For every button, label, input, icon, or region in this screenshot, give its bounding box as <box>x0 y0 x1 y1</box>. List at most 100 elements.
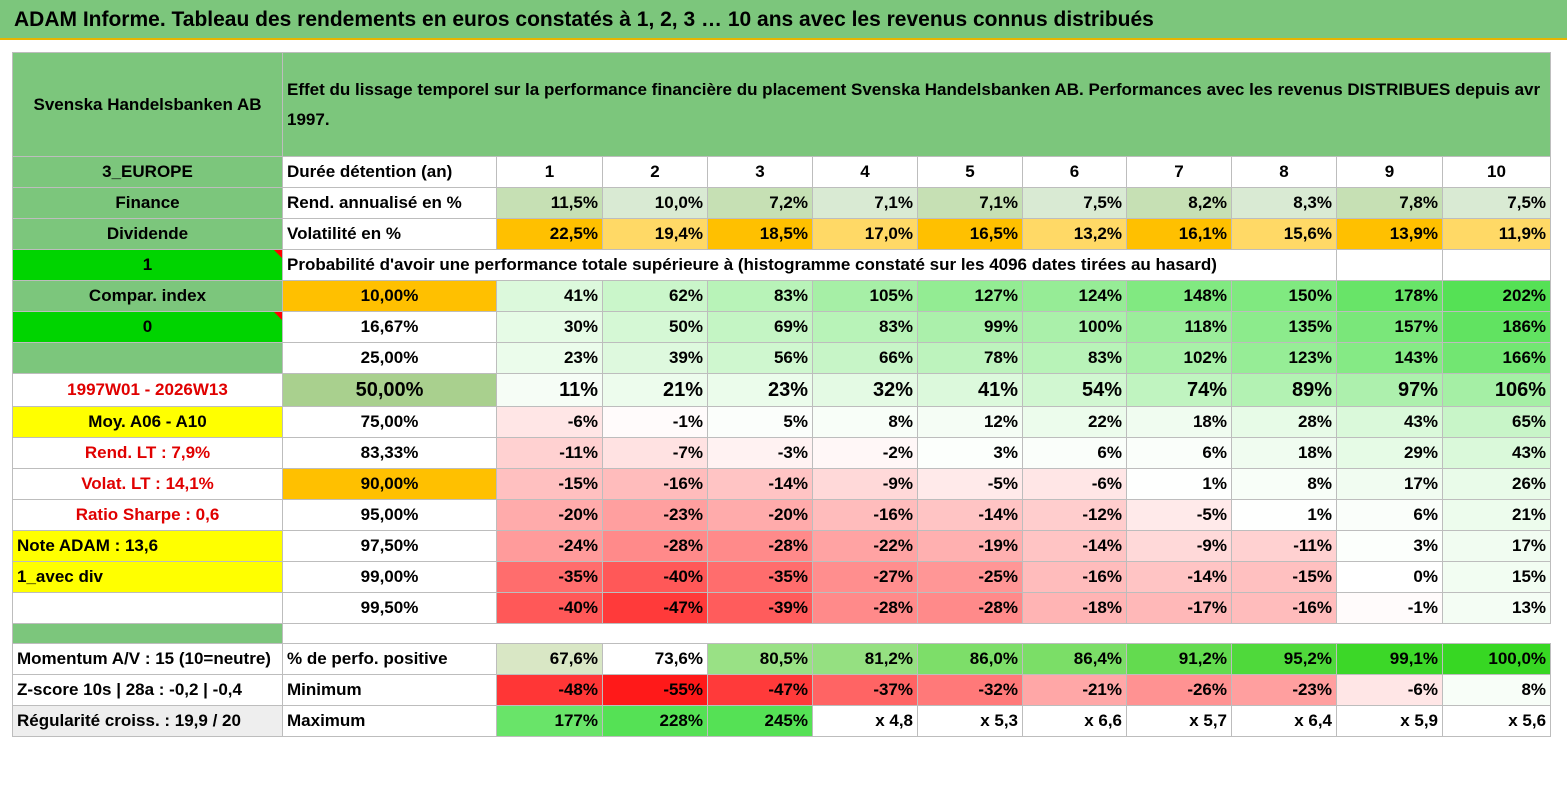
prob-value: 83% <box>707 280 813 312</box>
max-value: x 5,3 <box>917 705 1023 737</box>
left-label[interactable]: 0 <box>12 311 283 343</box>
prob-value: 3% <box>917 437 1023 469</box>
prob-value: -7% <box>602 437 708 469</box>
left-label: 1997W01 - 2026W13 <box>12 373 283 407</box>
prob-value: -20% <box>707 499 813 531</box>
prob-row: Ratio Sharpe : 0,6 95,00% -20% -23% -20% -16%… <box>12 499 1552 531</box>
vol-row: Dividende Volatilité en % 22,5% 19,4% 18,5… <box>12 218 1552 250</box>
year-header: 7 <box>1126 156 1232 188</box>
momentum-cell: Momentum A/V : 15 (10=neutre) <box>12 643 283 675</box>
prob-row: 25,00% 23% 39% 56% 66% 78% 83% 102% 123% 143% 166% <box>12 342 1552 374</box>
year-header: 3 <box>707 156 813 188</box>
prob-value: 18% <box>1231 437 1337 469</box>
selector1-cell[interactable]: 1 <box>12 249 283 281</box>
threshold-cell: 25,00% <box>282 342 497 374</box>
prob-value: 100% <box>1022 311 1127 343</box>
prob-value: 118% <box>1126 311 1232 343</box>
prob-row: 0 16,67% 30% 50% 69% 83% 99% 100% 118% 135% 157% 18… <box>12 311 1552 343</box>
threshold-cell: 83,33% <box>282 437 497 469</box>
vol-value: 18,5% <box>707 218 813 250</box>
prob-value: 30% <box>496 311 603 343</box>
prob-value: 41% <box>917 373 1023 407</box>
maximum-row: Régularité croiss. : 19,9 / 20 Maximum 1… <box>12 705 1552 737</box>
prob-value: -5% <box>1126 499 1232 531</box>
threshold-cell: 95,00% <box>282 499 497 531</box>
rend-row: Finance Rend. annualisé en % 11,5% 10,0% 7… <box>12 187 1552 219</box>
rend-value: 8,3% <box>1231 187 1337 219</box>
vol-value: 16,5% <box>917 218 1023 250</box>
prob-value: 66% <box>812 342 918 374</box>
left-label: Moy. A06 - A10 <box>12 406 283 438</box>
type-cell: Dividende <box>12 218 283 250</box>
prob-value: -5% <box>917 468 1023 500</box>
vol-value: 11,9% <box>1441 218 1552 250</box>
max-value: x 6,6 <box>1022 705 1127 737</box>
prob-value: 18% <box>1126 406 1232 438</box>
prob-value: -28% <box>812 592 918 624</box>
prob-value: 83% <box>1022 342 1127 374</box>
vol-value: 16,1% <box>1126 218 1232 250</box>
performance-table: Svenska Handelsbanken AB Effet du lissag… <box>12 52 1552 737</box>
rend-value: 7,1% <box>917 187 1023 219</box>
prob-value: 8% <box>1231 468 1337 500</box>
prob-row: Rend. LT : 7,9% 83,33% -11% -7% -3% -2% 3% 6% 6%… <box>12 437 1552 469</box>
prob-value: 157% <box>1336 311 1443 343</box>
prob-value: 1% <box>1231 499 1337 531</box>
prob-value: 6% <box>1126 437 1232 469</box>
rend-value: 11,5% <box>496 187 603 219</box>
threshold-cell: 99,00% <box>282 561 497 593</box>
prob-value: -6% <box>1022 468 1127 500</box>
pos-value: 80,5% <box>707 643 813 675</box>
prob-value: -14% <box>917 499 1023 531</box>
empty-cell <box>1441 249 1552 281</box>
rend-value: 7,2% <box>707 187 813 219</box>
min-value: -32% <box>917 674 1023 706</box>
prob-value: 11% <box>496 373 603 407</box>
min-value: -21% <box>1022 674 1127 706</box>
prob-value: 78% <box>917 342 1023 374</box>
prob-value: -35% <box>496 561 603 593</box>
prob-value: -1% <box>602 406 708 438</box>
prob-row: Compar. index 10,00% 41% 62% 83% 105% 127% 124%… <box>12 280 1552 312</box>
prob-value: 32% <box>812 373 918 407</box>
zscore-cell: Z-score 10s | 28a : -0,2 | -0,4 <box>12 674 283 706</box>
prob-title: Probabilité d'avoir une performance tota… <box>282 249 1337 281</box>
prob-value: -16% <box>1231 592 1337 624</box>
prob-value: 105% <box>812 280 918 312</box>
min-value: -6% <box>1336 674 1443 706</box>
threshold-cell: 99,50% <box>282 592 497 624</box>
prob-value: 99% <box>917 311 1023 343</box>
prob-value: -9% <box>1126 530 1232 562</box>
min-label: Minimum <box>282 674 497 706</box>
prob-value: -1% <box>1336 592 1443 624</box>
spacer-row <box>12 623 1551 644</box>
prob-value: 23% <box>707 373 813 407</box>
min-value: -48% <box>496 674 603 706</box>
pos-value: 67,6% <box>496 643 603 675</box>
prob-value: 124% <box>1022 280 1127 312</box>
vol-value: 13,2% <box>1022 218 1127 250</box>
prob-value: 13% <box>1441 592 1552 624</box>
prob-value: 148% <box>1126 280 1232 312</box>
min-value: -23% <box>1231 674 1337 706</box>
prob-value: 123% <box>1231 342 1337 374</box>
prob-value: 69% <box>707 311 813 343</box>
left-label: 1_avec div <box>12 561 283 593</box>
prob-value: 21% <box>1441 499 1552 531</box>
prob-value: 135% <box>1231 311 1337 343</box>
prob-value: 202% <box>1441 280 1552 312</box>
prob-value: -6% <box>496 406 603 438</box>
spacer-cell <box>282 623 1551 644</box>
sector-cell: Finance <box>12 187 283 219</box>
prob-value: -24% <box>496 530 603 562</box>
prob-value: -15% <box>1231 561 1337 593</box>
pos-value: 95,2% <box>1231 643 1337 675</box>
threshold-cell: 97,50% <box>282 530 497 562</box>
prob-value: 54% <box>1022 373 1127 407</box>
year-header: 6 <box>1022 156 1127 188</box>
prob-value: -28% <box>917 592 1023 624</box>
prob-title-row: 1 Probabilité d'avoir une performance to… <box>12 249 1552 281</box>
prob-value: -9% <box>812 468 918 500</box>
prob-value: -20% <box>496 499 603 531</box>
